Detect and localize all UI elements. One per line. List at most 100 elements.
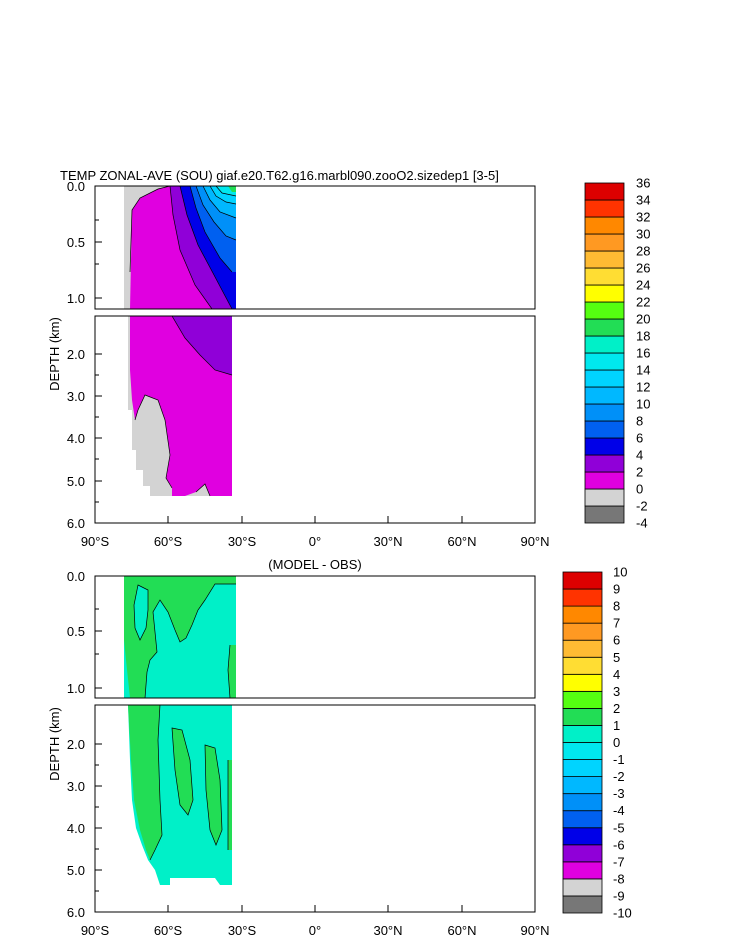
colorbar-box (562, 605, 603, 624)
diff-lower-fills (128, 705, 232, 885)
colorbar-label: -9 (613, 888, 625, 903)
colorbar-box (562, 776, 603, 795)
colorbar-label: 2 (636, 465, 643, 480)
temp-xtick-6: 90°N (520, 534, 549, 549)
diff-ytick-6: 5.0 (67, 863, 85, 878)
colorbar-label: 0 (636, 482, 643, 497)
colorbar-label: 20 (636, 312, 650, 327)
colorbar-box (562, 827, 603, 846)
colorbar-label: -5 (613, 820, 625, 835)
colorbar-box (584, 403, 625, 422)
colorbar-label: 5 (613, 650, 620, 665)
diff-xtick-5: 60°N (447, 923, 476, 938)
temp-ytick-0: 0.0 (67, 179, 85, 194)
temp-y-tick-labels: 0.0 0.5 1.0 2.0 3.0 4.0 5.0 6.0 (67, 179, 85, 531)
colorbar-box (562, 895, 603, 914)
temp-lower-contour-lines (134, 316, 233, 497)
colorbar-label: -1 (613, 752, 625, 767)
colorbar-box (584, 471, 625, 490)
colorbar-label: 28 (636, 244, 650, 259)
diff-fill-0to1-lower-left (128, 705, 162, 860)
colorbar-box (562, 708, 603, 726)
colorbar-box (562, 656, 603, 675)
diff-ytick-4: 3.0 (67, 779, 85, 794)
colorbar-label: -7 (613, 854, 625, 869)
temp-upper-axes (94, 185, 536, 310)
diff-ytick-7: 6.0 (67, 905, 85, 920)
colorbar-label: 0 (613, 735, 620, 750)
colorbar-box (584, 318, 625, 337)
colorbar-box (584, 335, 625, 354)
colorbar-label: 24 (636, 278, 650, 293)
temp-ytick-6: 5.0 (67, 474, 85, 489)
colorbar-box (562, 793, 603, 812)
colorbar-label: 18 (636, 329, 650, 344)
diff-ytick-1: 0.5 (67, 624, 85, 639)
colorbar-label: -10 (613, 906, 632, 921)
colorbar-label: 10 (613, 565, 627, 580)
temp-upper-fills (124, 186, 237, 309)
diff-x-ticks (167, 905, 463, 912)
temp-ylabel: DEPTH (km) (47, 317, 62, 391)
colorbar-box (562, 571, 603, 590)
temp-fill-18to20 (228, 186, 236, 192)
colorbar-label: 3 (613, 684, 620, 699)
diff-ytick-5: 4.0 (67, 821, 85, 836)
temp-xtick-2: 30°S (228, 534, 257, 549)
panel-diff: (MODEL - OBS) (47, 557, 632, 938)
colorbar-label: 22 (636, 295, 650, 310)
diff-fill-0to1-lower-edge (228, 760, 232, 850)
colorbar-box (584, 301, 625, 320)
colorbar-label: 1 (613, 718, 620, 733)
diff-lower-contour-lines (149, 705, 229, 861)
colorbar-label: 16 (636, 346, 650, 361)
colorbar-label: -4 (613, 803, 625, 818)
temp-ytick-1: 0.5 (67, 235, 85, 250)
colorbar-box (562, 725, 603, 743)
colorbar-box (584, 216, 625, 235)
temp-xtick-4: 30°N (373, 534, 402, 549)
temp-upper-contour-lines (129, 186, 237, 309)
colorbar-box (584, 284, 625, 303)
temp-y-ticks (95, 185, 102, 503)
colorbar-label: -3 (613, 786, 625, 801)
colorbar-box (584, 369, 625, 388)
diff-xtick-4: 30°N (373, 923, 402, 938)
temp-ytick-3: 2.0 (67, 347, 85, 362)
colorbar-label: 9 (613, 582, 620, 597)
colorbar-box (584, 352, 625, 371)
colorbar-box (584, 199, 625, 218)
diff-x-tick-labels: 90°S 60°S 30°S 0° 30°N 60°N 90°N (81, 923, 550, 938)
diff-xtick-0: 90°S (81, 923, 110, 938)
colorbar-box (562, 759, 603, 777)
diff-fill-0to1-lower-mid (172, 728, 193, 815)
colorbar-label: 8 (613, 599, 620, 614)
colorbar-box (562, 639, 603, 658)
temp-xtick-3: 0° (309, 534, 321, 549)
temp-ytick-5: 4.0 (67, 431, 85, 446)
colorbar-label: 10 (636, 397, 650, 412)
colorbar-label: 34 (636, 193, 650, 208)
colorbar-label: -8 (613, 871, 625, 886)
colorbar-box (584, 250, 625, 269)
colorbar-box (562, 861, 603, 880)
diff-ytick-3: 2.0 (67, 737, 85, 752)
colorbar-box (562, 673, 603, 692)
temp-xtick-5: 60°N (447, 534, 476, 549)
diff-xtick-3: 0° (309, 923, 321, 938)
diff-fill-minus1to0-upper2 (134, 585, 148, 640)
colorbar-box (584, 233, 625, 252)
colorbar-label: 6 (636, 431, 643, 446)
temp-lower-fills (128, 316, 233, 497)
temp-ytick-4: 3.0 (67, 389, 85, 404)
colorbar-label: 6 (613, 633, 620, 648)
panel-temp-title: TEMP ZONAL-AVE (SOU) giaf.e20.T62.g16.ma… (60, 168, 499, 183)
colorbar-label: 4 (613, 667, 620, 682)
colorbar-box (584, 267, 625, 286)
diff-upper-contour-lines (133, 583, 236, 698)
diff-xtick-1: 60°S (154, 923, 183, 938)
colorbar-label: 14 (636, 363, 650, 378)
colorbar-box (584, 454, 625, 473)
temp-ytick-7: 6.0 (67, 516, 85, 531)
colorbar-label: 4 (636, 448, 643, 463)
